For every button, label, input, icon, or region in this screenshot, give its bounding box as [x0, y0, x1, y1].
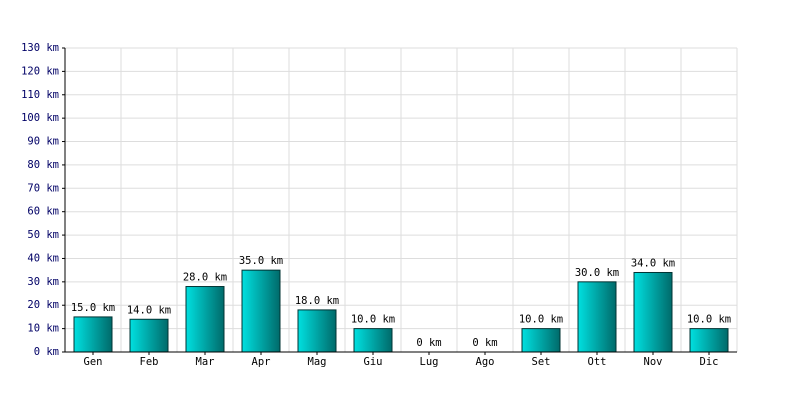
y-tick-label: 60 km — [27, 206, 59, 218]
bar — [129, 318, 169, 353]
y-tick-label: 80 km — [27, 159, 59, 171]
value-label: 15.0 km — [71, 302, 115, 314]
value-label: 18.0 km — [295, 295, 339, 307]
y-tick-label: 110 km — [21, 89, 59, 101]
value-label: 35.0 km — [239, 255, 283, 267]
x-tick-label: Nov — [644, 356, 663, 368]
bar — [73, 316, 113, 353]
bar — [353, 328, 393, 353]
y-tick-label: 0 km — [34, 346, 59, 358]
y-tick-label: 120 km — [21, 65, 59, 77]
value-label: 0 km — [472, 337, 497, 349]
x-tick-label: Gen — [84, 356, 103, 368]
value-label: 10.0 km — [519, 314, 563, 326]
x-tick-label: Mag — [308, 356, 327, 368]
y-tick-label: 70 km — [27, 182, 59, 194]
x-tick-label: Ago — [476, 356, 495, 368]
x-tick-label: Feb — [140, 356, 159, 368]
y-tick-label: 50 km — [27, 229, 59, 241]
y-tick-label: 130 km — [21, 42, 59, 54]
bar — [241, 269, 281, 353]
bar — [577, 281, 617, 353]
value-label: 0 km — [416, 337, 441, 349]
bar — [689, 328, 729, 353]
x-tick-label: Giu — [364, 356, 383, 368]
y-tick-label: 100 km — [21, 112, 59, 124]
x-tick-label: Dic — [700, 356, 719, 368]
x-tick-label: Ott — [588, 356, 607, 368]
value-label: 10.0 km — [351, 314, 395, 326]
value-label: 34.0 km — [631, 257, 675, 269]
x-tick-label: Lug — [420, 356, 439, 368]
value-label: 14.0 km — [127, 304, 171, 316]
bar — [185, 286, 225, 353]
x-tick-label: Mar — [196, 356, 215, 368]
value-label: 28.0 km — [183, 272, 227, 284]
x-tick-label: Set — [532, 356, 551, 368]
y-tick-label: 40 km — [27, 252, 59, 264]
bar — [633, 271, 673, 353]
y-tick-label: 30 km — [27, 276, 59, 288]
value-label: 10.0 km — [687, 314, 731, 326]
y-tick-label: 90 km — [27, 136, 59, 148]
y-tick-label: 10 km — [27, 323, 59, 335]
x-tick-label: Apr — [252, 356, 271, 368]
bar — [521, 328, 561, 353]
y-tick-label: 20 km — [27, 299, 59, 311]
bar — [297, 309, 337, 353]
value-label: 30.0 km — [575, 267, 619, 279]
